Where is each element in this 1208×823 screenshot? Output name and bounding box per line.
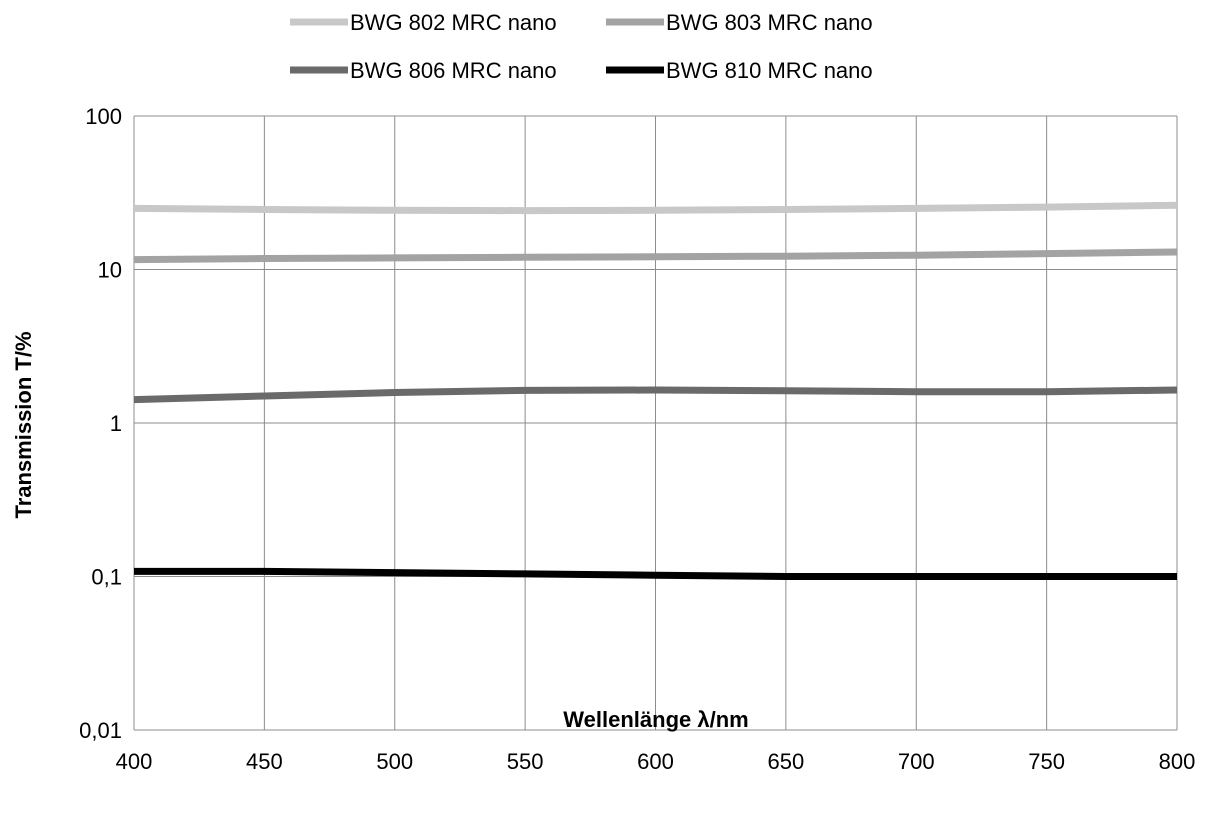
legend-label: BWG 802 MRC nano: [350, 10, 557, 35]
x-tick-label: 700: [898, 749, 935, 774]
x-tick-label: 750: [1028, 749, 1065, 774]
x-axis-title: Wellenlänge λ/nm: [563, 707, 748, 732]
y-axis-ticks: 0,01 0,1 1 10 100: [79, 104, 122, 743]
y-tick-label: 0,1: [91, 565, 122, 590]
series-line-4: [134, 571, 1177, 576]
x-tick-label: 650: [768, 749, 805, 774]
y-tick-label: 0,01: [79, 718, 122, 743]
x-tick-label: 550: [507, 749, 544, 774]
x-tick-label: 800: [1159, 749, 1196, 774]
x-tick-label: 450: [246, 749, 283, 774]
legend: BWG 802 MRC nano BWG 803 MRC nano BWG 806 …: [290, 10, 873, 83]
legend-item: BWG 803 MRC nano: [606, 10, 873, 35]
x-axis-ticks: 400 450 500 550 600 650 700 750 800: [116, 749, 1196, 774]
legend-item: BWG 810 MRC nano: [606, 58, 873, 83]
legend-label: BWG 803 MRC nano: [666, 10, 873, 35]
legend-item: BWG 806 MRC nano: [290, 58, 557, 83]
legend-label: BWG 810 MRC nano: [666, 58, 873, 83]
x-tick-label: 400: [116, 749, 153, 774]
x-tick-label: 600: [637, 749, 674, 774]
y-tick-label: 100: [85, 104, 122, 129]
y-axis-title: Transmission T/%: [11, 331, 36, 518]
x-tick-label: 500: [376, 749, 413, 774]
y-tick-label: 1: [110, 411, 122, 436]
legend-item: BWG 802 MRC nano: [290, 10, 557, 35]
legend-label: BWG 806 MRC nano: [350, 58, 557, 83]
y-tick-label: 10: [98, 258, 122, 283]
